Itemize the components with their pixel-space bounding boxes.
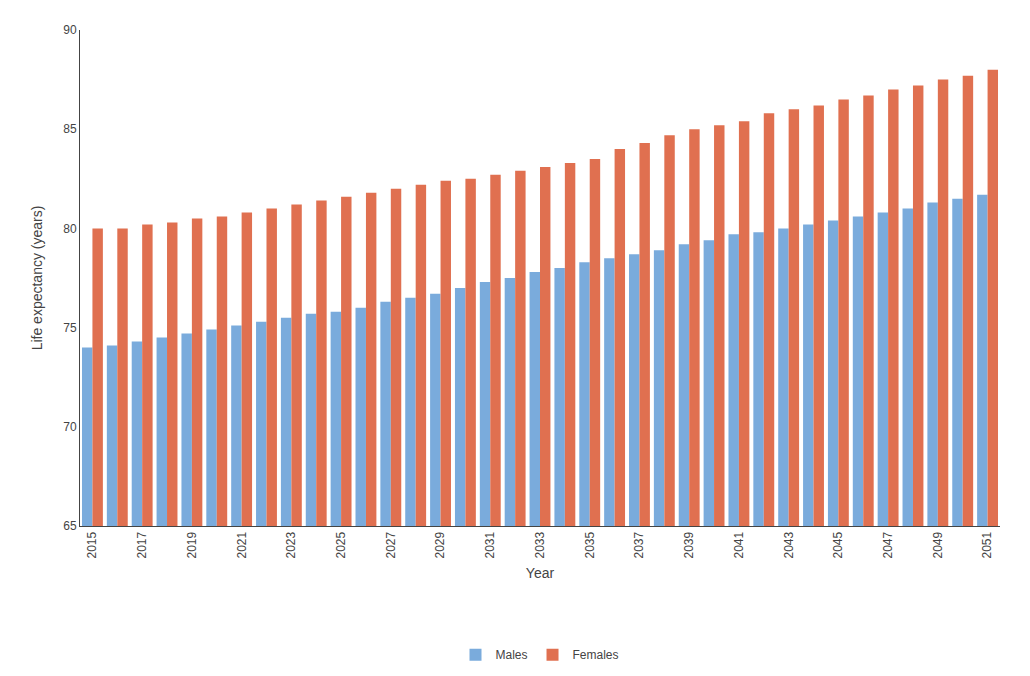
svg-text:Males: Males [496, 648, 528, 662]
svg-text:Year: Year [526, 565, 555, 581]
svg-text:2035: 2035 [583, 531, 597, 558]
svg-text:2041: 2041 [732, 531, 746, 558]
svg-text:2029: 2029 [433, 531, 447, 558]
svg-text:2027: 2027 [384, 531, 398, 558]
svg-text:2031: 2031 [483, 531, 497, 558]
svg-text:Life expectancy (years): Life expectancy (years) [29, 206, 45, 351]
svg-text:75: 75 [63, 321, 77, 335]
svg-text:2049: 2049 [931, 531, 945, 558]
svg-text:2021: 2021 [235, 531, 249, 558]
svg-text:85: 85 [63, 122, 77, 136]
svg-text:80: 80 [63, 222, 77, 236]
svg-text:90: 90 [63, 23, 77, 37]
svg-text:2017: 2017 [135, 531, 149, 558]
svg-text:2023: 2023 [284, 531, 298, 558]
svg-text:2045: 2045 [831, 531, 845, 558]
svg-text:70: 70 [63, 420, 77, 434]
svg-text:2051: 2051 [980, 531, 994, 558]
svg-text:2043: 2043 [782, 531, 796, 558]
svg-text:2037: 2037 [632, 531, 646, 558]
svg-text:2033: 2033 [533, 531, 547, 558]
svg-text:Females: Females [573, 648, 619, 662]
svg-text:2047: 2047 [881, 531, 895, 558]
svg-text:2019: 2019 [185, 531, 199, 558]
svg-text:2039: 2039 [682, 531, 696, 558]
svg-text:2025: 2025 [334, 531, 348, 558]
svg-text:2015: 2015 [85, 531, 99, 558]
svg-text:65: 65 [63, 519, 77, 533]
